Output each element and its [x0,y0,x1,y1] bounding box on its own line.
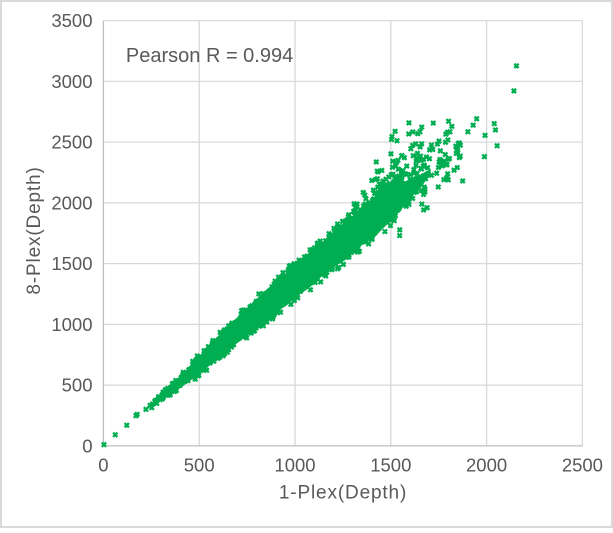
svg-text:1000: 1000 [274,455,315,476]
svg-text:3000: 3000 [51,71,92,92]
svg-text:1000: 1000 [51,314,92,335]
svg-text:8-Plex(Depth): 8-Plex(Depth) [24,166,45,294]
svg-text:500: 500 [184,455,215,476]
svg-text:0: 0 [98,455,108,476]
svg-text:2500: 2500 [51,132,92,153]
svg-text:1500: 1500 [370,455,411,476]
svg-text:Pearson R = 0.994: Pearson R = 0.994 [126,45,293,67]
svg-text:3500: 3500 [51,10,92,31]
svg-text:1-Plex(Depth): 1-Plex(Depth) [279,483,407,504]
svg-text:2500: 2500 [562,455,603,476]
svg-text:500: 500 [62,375,93,396]
svg-text:2000: 2000 [51,192,92,213]
svg-text:1500: 1500 [51,253,92,274]
svg-text:0: 0 [82,435,92,456]
svg-text:2000: 2000 [466,455,507,476]
